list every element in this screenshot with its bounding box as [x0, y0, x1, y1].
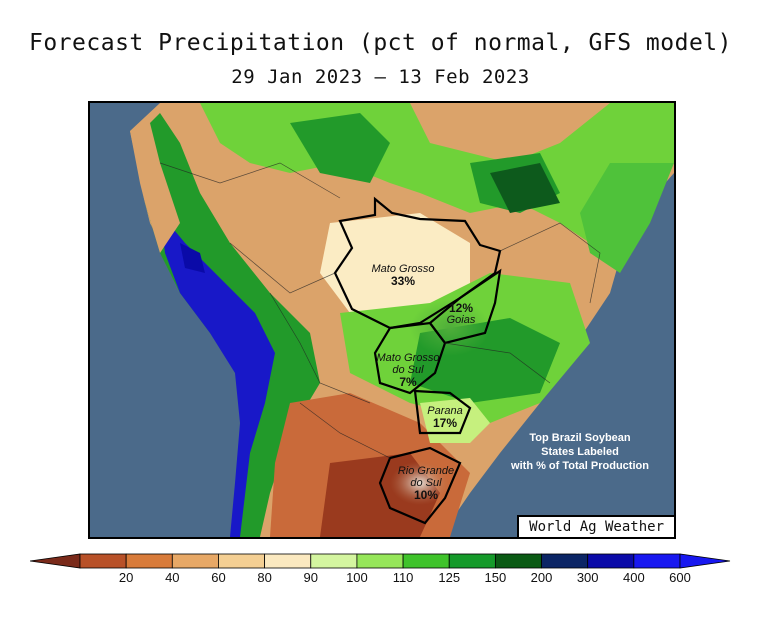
parana-border: [413, 389, 472, 435]
state-percent: 10%: [413, 488, 439, 502]
legend-tick-label: 100: [346, 570, 368, 585]
rio-grande-highlight: [390, 461, 450, 505]
goias-highlight: [410, 300, 490, 356]
state-name: Parana: [427, 405, 463, 417]
legend-tick-label: 300: [576, 570, 599, 585]
state-name-line-2: do Sul: [392, 364, 424, 376]
country-borders: [159, 162, 601, 459]
note-line: with % of Total Production: [511, 460, 649, 472]
state-percent: 12%: [448, 301, 474, 315]
legend-tick-label: 90: [303, 570, 318, 585]
wet-zone-east-coast: [580, 163, 674, 273]
legend-segment: [310, 553, 358, 569]
legend-segment: [356, 553, 404, 569]
legend-tick-label: 600: [669, 570, 691, 585]
date-range: 29 Jan 2023 – 13 Feb 2023: [231, 66, 530, 88]
border-line: [444, 342, 551, 384]
state-percent: 33%: [390, 274, 416, 288]
legend-segment: [587, 553, 635, 569]
legend-segment: [494, 553, 542, 569]
border-line: [229, 242, 336, 294]
precipitation-map: Mato Grosso 33% 12% Goias Mato Grosso do…: [88, 101, 676, 539]
state-name: Goias: [446, 314, 476, 326]
production-note: Top Brazil Soybean States Labeled with %…: [490, 431, 670, 473]
note-line: States Labeled: [541, 446, 619, 458]
state-name-line-2: do Sul: [410, 477, 442, 489]
legend-tick-label: 80: [257, 570, 272, 585]
rio-grande-do-sul-border: [378, 446, 462, 525]
map-graphic: [90, 103, 674, 537]
andes-max-zone: [180, 243, 205, 273]
legend-colorbar: [30, 553, 731, 569]
very-wet-zone-amazon: [290, 113, 390, 183]
dry-zone-west-coast: [130, 123, 180, 253]
border-line: [159, 162, 341, 199]
legend-segment: [264, 553, 312, 569]
state-label-rio-grande-do-sul: Rio Grande do Sul 10%: [386, 465, 466, 501]
legend-tick-label: 200: [530, 570, 553, 585]
parana-zone: [420, 398, 490, 443]
extreme-wet-zone-north-east: [490, 163, 560, 213]
legend-tick-label: 150: [484, 570, 507, 585]
state-name: Mato Grosso: [371, 263, 435, 275]
legend-segment: [218, 553, 266, 569]
legend-segment: [633, 553, 681, 569]
legend-segment: [79, 553, 127, 569]
state-percent: 7%: [399, 375, 417, 389]
state-name-line-1: Mato Grosso: [376, 352, 440, 364]
credit-label: World Ag Weather: [517, 515, 674, 537]
legend-arrow-right: [679, 553, 731, 569]
border-line: [499, 222, 601, 304]
state-name-line-1: Rio Grande: [397, 465, 455, 477]
legend-tick-label: 20: [118, 570, 134, 585]
mato-grosso-border: [333, 196, 502, 330]
state-label-parana: Parana 17%: [415, 405, 475, 429]
legend-tick-label: 60: [211, 570, 226, 585]
legend-segment: [171, 553, 219, 569]
border-line: [299, 402, 391, 459]
state-percent: 17%: [432, 416, 458, 430]
andes-blue-band: [160, 213, 275, 537]
legend-segment: [448, 553, 496, 569]
state-label-mato-grosso: Mato Grosso 33%: [358, 263, 448, 287]
legend-tick-label: 400: [622, 570, 645, 585]
legend-segment: [402, 553, 450, 569]
state-label-goias: 12% Goias: [436, 302, 486, 326]
legend-tick-label: 110: [392, 570, 414, 585]
chart-title: Forecast Precipitation (pct of normal, G…: [28, 30, 732, 56]
legend-tick-label: 125: [438, 570, 461, 585]
soybean-state-borders: [333, 196, 502, 525]
color-legend: [30, 552, 740, 602]
legend-segment: [125, 553, 173, 569]
legend-arrow-left: [30, 553, 81, 569]
border-line: [269, 292, 371, 404]
note-line: Top Brazil Soybean: [529, 432, 631, 444]
legend-segment: [541, 553, 589, 569]
legend-tick-label: 40: [165, 570, 180, 585]
state-label-mato-grosso-do-sul: Mato Grosso do Sul 7%: [368, 352, 448, 388]
mato-grosso-do-sul-border: [373, 321, 447, 395]
